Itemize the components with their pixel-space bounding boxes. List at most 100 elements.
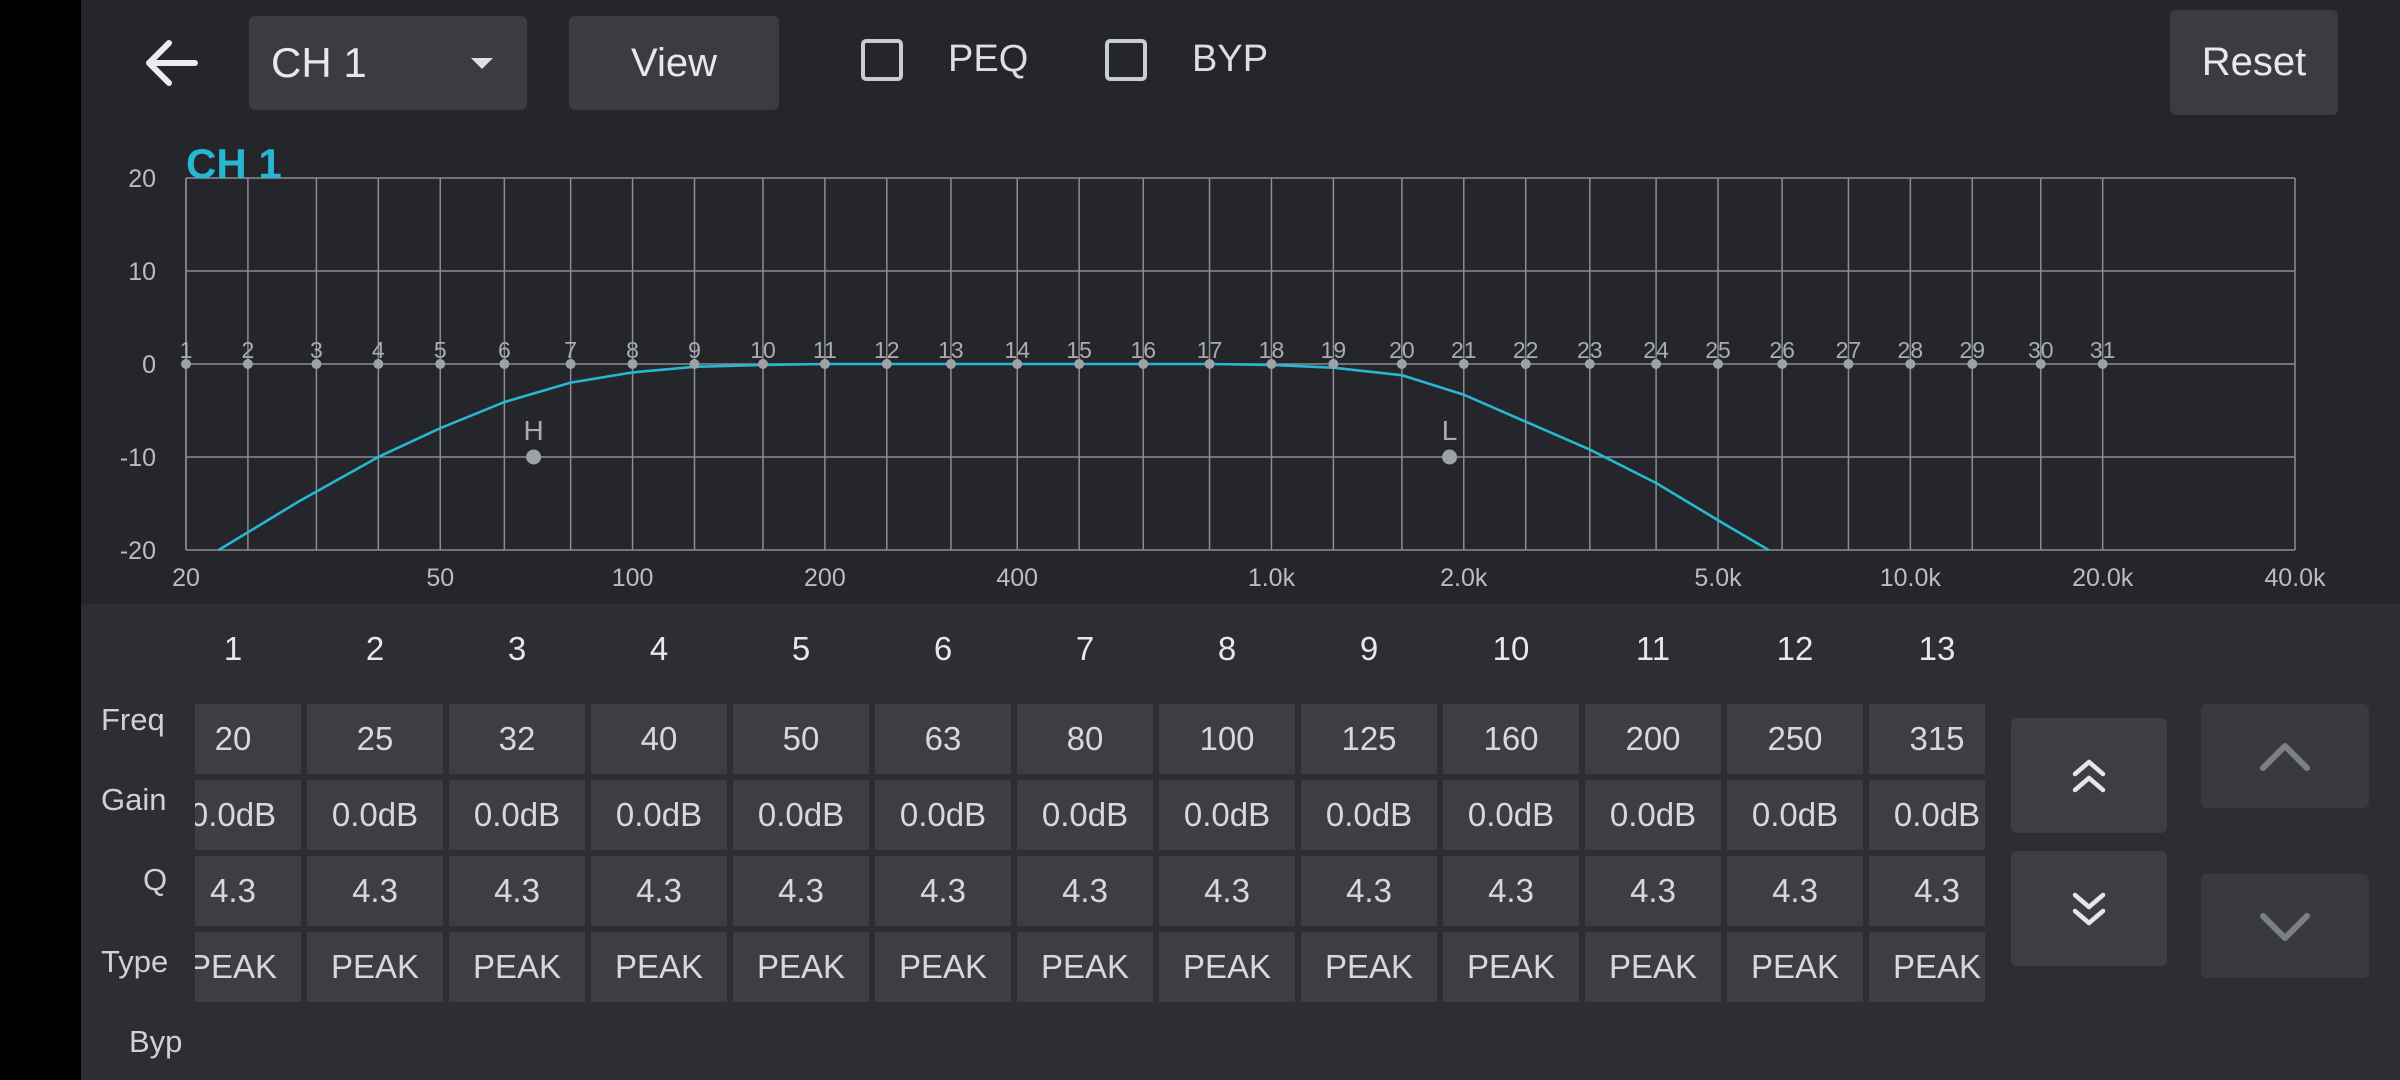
type-cell[interactable]: PEAK	[591, 932, 727, 1002]
freq-cell[interactable]: 80	[1017, 704, 1153, 774]
type-cell[interactable]: PEAK	[1869, 932, 1985, 1002]
gain-cell[interactable]: 0.0dB	[1017, 780, 1153, 850]
band-point-label: 23	[1577, 337, 1603, 363]
band-header: 11	[1635, 630, 1671, 667]
band-point	[242, 359, 253, 369]
type-cell[interactable]: PEAK	[1443, 932, 1579, 1002]
filter-handle	[526, 449, 542, 465]
gain-cell[interactable]: 0.0dB	[1159, 780, 1295, 850]
band-point	[1012, 359, 1023, 369]
chevron-down-icon	[2260, 913, 2310, 941]
eq-graph: CH 1 20 10 0 -10 -20 20 50 100 200 400 1.0k 2.0k 5.0…	[81, 130, 2400, 600]
freq-cell[interactable]: 100	[1159, 704, 1295, 774]
freq-cell[interactable]: 125	[1301, 704, 1437, 774]
gain-cell[interactable]: 0.0dB	[1727, 780, 1863, 850]
gain-cell[interactable]: 0.0dB	[1585, 780, 1721, 850]
band-point-label: 18	[1259, 337, 1285, 363]
gain-cell[interactable]: 0.0dB	[1443, 780, 1579, 850]
q-cell[interactable]: 4.3	[733, 856, 869, 926]
band-point	[819, 359, 830, 369]
freq-cell[interactable]: 160	[1443, 704, 1579, 774]
y-tick-label: -20	[120, 537, 156, 565]
gain-cell[interactable]: 0.0dB	[1301, 780, 1437, 850]
back-button[interactable]	[121, 28, 221, 98]
freq-cell[interactable]: 50	[733, 704, 869, 774]
q-cell[interactable]: 4.3	[1159, 856, 1295, 926]
band-point	[435, 359, 446, 369]
q-cell[interactable]: 4.3	[1443, 856, 1579, 926]
gain-cell[interactable]: 0.0dB	[875, 780, 1011, 850]
type-cell[interactable]: PEAK	[733, 932, 869, 1002]
band-point	[1458, 359, 1469, 369]
band-point	[1266, 359, 1277, 369]
app-screen: CH 1 View PEQ BYP Reset CH 1 20 10 0 -10 -20…	[81, 0, 2400, 1080]
q-cell[interactable]: 4.3	[1727, 856, 1863, 926]
q-cell[interactable]: 4.3	[1017, 856, 1153, 926]
band-grid[interactable]: 1 20 0.0dB 4.3 PEAK 2 25 0.0dB 4.3 PEAK 3 32 0.0dB 4.…	[195, 604, 1985, 1080]
type-cell[interactable]: PEAK	[1159, 932, 1295, 1002]
band-point-label: 10	[750, 337, 776, 363]
row-label-q: Q	[143, 862, 168, 897]
gain-cell[interactable]: 0.0dB	[449, 780, 585, 850]
type-cell[interactable]: PEAK	[195, 932, 301, 1002]
band-header: 12	[1776, 630, 1814, 667]
channel-dropdown[interactable]: CH 1	[249, 16, 527, 110]
band-point-label: 2	[242, 337, 255, 363]
band-point	[1520, 359, 1531, 369]
band-point-label: 7	[564, 337, 577, 363]
double-chevron-down-icon	[2072, 892, 2106, 925]
band-header: 9	[1359, 630, 1379, 667]
q-cell[interactable]: 4.3	[195, 856, 301, 926]
freq-cell[interactable]: 63	[875, 704, 1011, 774]
band-point	[373, 359, 384, 369]
q-cell[interactable]: 4.3	[449, 856, 585, 926]
nudge-up-button[interactable]	[2201, 704, 2369, 808]
row-label-byp: Byp	[129, 1024, 183, 1059]
byp-checkbox[interactable]	[1105, 39, 1147, 81]
y-tick-label: 10	[128, 258, 156, 286]
freq-cell[interactable]: 25	[307, 704, 443, 774]
q-cell[interactable]: 4.3	[591, 856, 727, 926]
page-down-button[interactable]	[2011, 851, 2167, 966]
gain-cell[interactable]: 0.0dB	[195, 780, 301, 850]
freq-cell[interactable]: 32	[449, 704, 585, 774]
page-up-button[interactable]	[2011, 718, 2167, 833]
gain-cell[interactable]: 0.0dB	[591, 780, 727, 850]
gain-cell[interactable]: 0.0dB	[1869, 780, 1985, 850]
type-cell[interactable]: PEAK	[449, 932, 585, 1002]
q-cell[interactable]: 4.3	[1869, 856, 1985, 926]
type-cell[interactable]: PEAK	[1017, 932, 1153, 1002]
type-cell[interactable]: PEAK	[1585, 932, 1721, 1002]
reset-button[interactable]: Reset	[2170, 10, 2338, 115]
freq-cell[interactable]: 250	[1727, 704, 1863, 774]
row-label-type: Type	[101, 944, 169, 979]
type-cell[interactable]: PEAK	[307, 932, 443, 1002]
freq-cell[interactable]: 40	[591, 704, 727, 774]
freq-cell[interactable]: 315	[1869, 704, 1985, 774]
x-tick-label: 1.0k	[1248, 564, 1296, 592]
type-cell[interactable]: PEAK	[875, 932, 1011, 1002]
freq-cell[interactable]: 200	[1585, 704, 1721, 774]
band-point	[1713, 359, 1724, 369]
band-point-label: 22	[1513, 337, 1539, 363]
band-point-label: 25	[1705, 337, 1731, 363]
band-point	[1396, 359, 1407, 369]
type-cell[interactable]: PEAK	[1301, 932, 1437, 1002]
type-cell[interactable]: PEAK	[1727, 932, 1863, 1002]
q-cell[interactable]: 4.3	[1585, 856, 1721, 926]
view-button[interactable]: View	[569, 16, 779, 110]
x-tick-label: 10.0k	[1880, 564, 1942, 592]
q-cell[interactable]: 4.3	[307, 856, 443, 926]
band-point-label: 9	[688, 337, 701, 363]
band-point-label: 29	[1959, 337, 1985, 363]
peq-checkbox[interactable]	[861, 39, 903, 81]
freq-cell[interactable]: 20	[195, 704, 301, 774]
gain-cell[interactable]: 0.0dB	[307, 780, 443, 850]
nudge-down-button[interactable]	[2201, 874, 2369, 978]
gain-cell[interactable]: 0.0dB	[733, 780, 869, 850]
q-cell[interactable]: 4.3	[875, 856, 1011, 926]
q-cell[interactable]: 4.3	[1301, 856, 1437, 926]
band-point	[689, 359, 700, 369]
band-header: 6	[933, 630, 953, 667]
